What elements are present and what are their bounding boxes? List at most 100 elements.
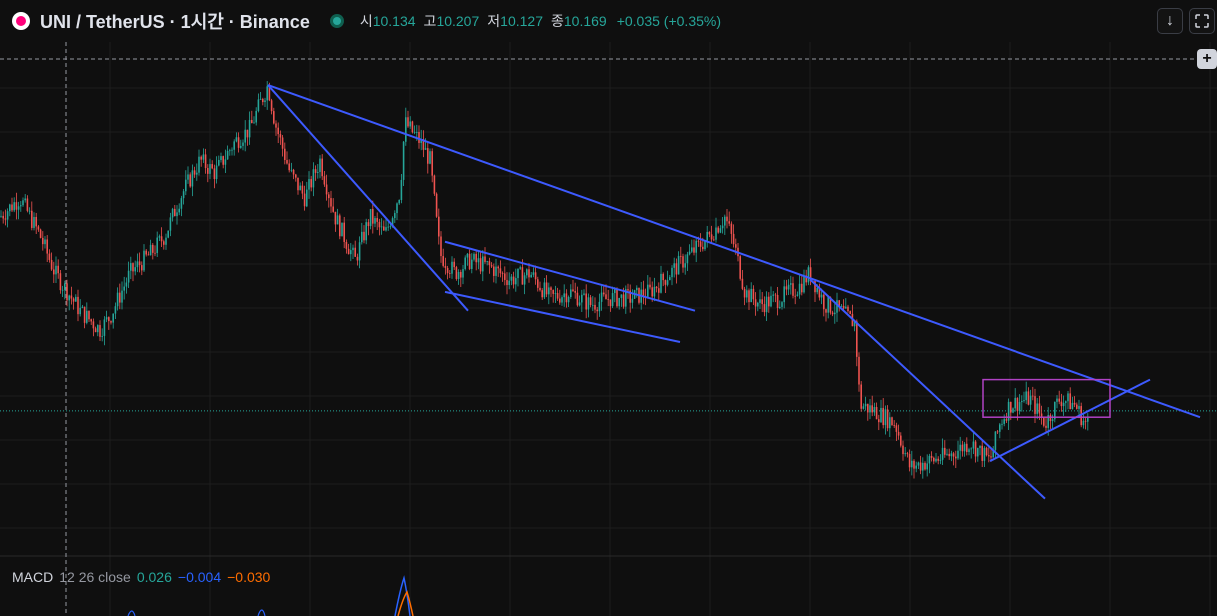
candle-body (433, 175, 436, 194)
candle-body (721, 225, 724, 229)
candle-body (985, 447, 988, 456)
candle-body (246, 129, 249, 138)
fullscreen-button[interactable] (1189, 8, 1215, 34)
candle-body (917, 462, 920, 466)
candle-body (343, 222, 345, 242)
candle-body (61, 289, 64, 291)
add-alert-button[interactable]: + (1197, 49, 1217, 69)
candle-body (761, 299, 763, 305)
candle-body (900, 435, 902, 446)
candle-body (655, 286, 658, 289)
candle-body (647, 284, 649, 298)
candle-body (699, 241, 702, 247)
candle-body (966, 443, 968, 452)
candle-body (541, 290, 543, 298)
candle-body (64, 283, 66, 290)
macd-legend[interactable]: MACD 12 26 close 0.026 −0.004 −0.030 (12, 569, 270, 585)
candle-body (431, 151, 433, 176)
candle-body (233, 141, 235, 150)
candle-body (429, 151, 431, 164)
candle-body (22, 200, 24, 206)
candle-body (666, 280, 669, 285)
candle-body (748, 290, 750, 303)
candle-body (539, 287, 541, 291)
candle-body (1036, 403, 1038, 414)
candle-body (838, 300, 840, 307)
candle-body (306, 189, 308, 207)
candle-body (834, 312, 836, 315)
candle-body (358, 242, 361, 261)
candle-body (277, 127, 279, 135)
candle-body (952, 453, 955, 457)
candle-body (1084, 420, 1087, 422)
candle-body (356, 256, 359, 261)
candle-body (39, 229, 42, 238)
candle-body (72, 298, 75, 302)
candle-body (563, 293, 565, 298)
candle-body (325, 184, 328, 195)
candle-body (790, 283, 792, 285)
candle-body (504, 273, 506, 280)
candle-body (649, 284, 651, 288)
candle-body (532, 272, 535, 275)
candle-body (279, 134, 282, 138)
candle-body (798, 283, 801, 295)
candle-body (719, 228, 722, 233)
candle-body (598, 301, 601, 312)
candle-body (248, 119, 251, 138)
candle-body (796, 294, 799, 296)
candle-body (169, 217, 172, 231)
candle-body (187, 174, 189, 180)
candle-body (875, 406, 878, 420)
candle-body (660, 273, 662, 293)
trendline (444, 290, 681, 343)
candle-body (308, 179, 310, 190)
candle-body (673, 263, 675, 268)
candle-body (94, 328, 97, 333)
candle-body (708, 231, 711, 235)
download-button[interactable]: ↓ (1157, 8, 1183, 34)
candle-body (1076, 404, 1078, 409)
candle-body (528, 269, 530, 278)
candle-body (948, 453, 950, 457)
candle-body (374, 218, 376, 224)
uniswap-logo-icon[interactable] (12, 12, 30, 30)
candle-body (537, 279, 539, 288)
candle-body (908, 453, 911, 468)
candle-body (770, 295, 772, 307)
candle-body (735, 244, 737, 248)
candle-body (295, 174, 297, 178)
candle-body (209, 164, 211, 174)
candle-body (512, 276, 515, 285)
candle-body (572, 289, 574, 292)
candle-body (864, 403, 867, 407)
candle-body (475, 253, 477, 263)
candle-body (515, 278, 517, 285)
candle-body (171, 208, 174, 218)
candle-body (886, 409, 889, 429)
candle-body (629, 290, 631, 303)
candle-body (585, 293, 587, 310)
candle-body (244, 129, 246, 143)
candle-body (53, 269, 55, 275)
candle-body (697, 240, 700, 242)
candle-body (424, 148, 427, 150)
candle-body (959, 444, 961, 451)
macd-line-bump (127, 610, 136, 616)
candle-body (915, 465, 917, 469)
candle-body (361, 231, 363, 243)
candle-body (814, 281, 816, 293)
candle-body (284, 148, 286, 161)
candle-body (620, 294, 623, 298)
candle-body (895, 425, 898, 432)
symbol-title[interactable]: UNI / TetherUS · 1시간 · Binance (40, 12, 310, 32)
candle-body (477, 258, 480, 263)
candle-body (616, 289, 618, 307)
candle-body (149, 244, 152, 256)
candle-body (792, 283, 794, 296)
candle-body (554, 293, 557, 294)
candle-body (534, 272, 537, 280)
candle-body (935, 458, 937, 462)
candle-body (405, 117, 407, 142)
